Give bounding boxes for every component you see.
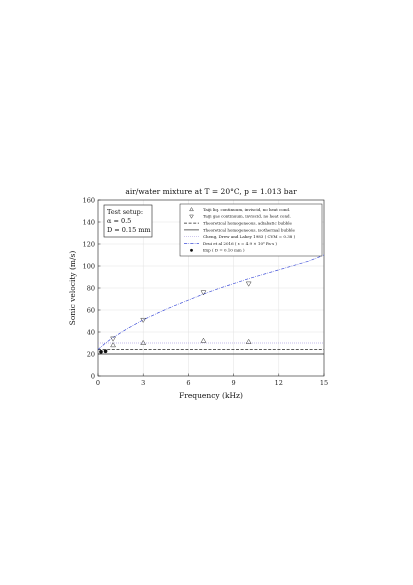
legend-item-3: Theoretical homogeneous, isothermal bubb… xyxy=(184,227,295,232)
legend-item-0: Taiji liq. continuum, inviscid, no heat … xyxy=(189,206,290,212)
x-tick-label: 0 xyxy=(96,379,100,387)
y-tick-label: 100 xyxy=(83,262,95,270)
legend-item-4: Cheng, Drew and Lahey 1983 ( CVM = 0.38 … xyxy=(184,234,296,239)
legend-label: Theoretical homogeneous, isothermal bubb… xyxy=(203,227,295,232)
data-point-s0-0 xyxy=(110,342,116,348)
data-point-s1-2 xyxy=(200,290,207,296)
legend-label: Cheng, Drew and Lahey 1983 ( CVM = 0.38 … xyxy=(203,234,296,239)
setup-box-frame xyxy=(103,204,153,238)
y-tick-label: 20 xyxy=(87,350,95,358)
data-point-s0-3 xyxy=(245,338,252,344)
data-point-s0-2 xyxy=(200,337,207,343)
legend-label: Taiji gas continuum, inviscid, no heat c… xyxy=(203,214,291,219)
data-point-s1-0 xyxy=(110,336,116,342)
data-point-s0-1 xyxy=(140,339,147,345)
y-tick-label: 0 xyxy=(91,372,95,380)
legend-item-1: Taiji gas continuum, inviscid, no heat c… xyxy=(189,214,291,219)
legend-marker xyxy=(189,206,194,212)
chart-title: air/water mixture at T = 20°C, p = 1.013… xyxy=(125,187,297,196)
data-point-s6-1 xyxy=(103,349,108,354)
legend-label: Taiji liq. continuum, inviscid, no heat … xyxy=(203,207,290,212)
setup-line-alpha: α = 0.5 xyxy=(107,217,131,225)
x-tick-label: 12 xyxy=(275,379,283,387)
x-axis: 0 3 6 9 12 15 xyxy=(96,373,328,387)
y-tick-label: 120 xyxy=(83,240,95,248)
x-tick-label: 15 xyxy=(320,379,328,387)
y-tick-label: 60 xyxy=(87,306,95,314)
series-line-5 xyxy=(97,254,325,350)
data-point-s1-3 xyxy=(245,281,252,287)
x-tick-label: 9 xyxy=(232,379,236,387)
x-tick-label: 6 xyxy=(186,379,190,387)
y-tick-label: 140 xyxy=(83,218,95,226)
setup-heading: Test setup: xyxy=(107,208,143,216)
setup-line-diameter: D = 0.15 mm xyxy=(107,226,151,234)
legend-marker xyxy=(190,248,193,252)
data-point-s6-0 xyxy=(99,349,103,354)
legend-label: Drui et al 2016 ( ε = 4.9 × 10³ Pa·s ) xyxy=(203,241,277,246)
x-tick-label: 3 xyxy=(141,379,145,387)
series-layer xyxy=(97,254,325,355)
data-point-s1-1 xyxy=(140,317,147,324)
y-tick-label: 80 xyxy=(87,284,95,292)
y-axis: 0 20 40 60 80 100 120 140 160 xyxy=(83,196,101,380)
legend-label: Theoretical homogeneous, adiabatic bubbl… xyxy=(203,221,292,226)
setup-box: Test setup: α = 0.5 D = 0.15 mm xyxy=(103,204,153,238)
legend-item-6: Exp ( D = 0.10 mm ) xyxy=(190,248,245,253)
y-tick-label: 160 xyxy=(83,196,95,204)
legend-marker xyxy=(189,214,194,219)
x-axis-label: Frequency (kHz) xyxy=(179,391,243,400)
y-tick-label: 40 xyxy=(87,328,95,336)
y-axis-label: Sonic velocity (m/s) xyxy=(68,251,77,326)
legend-item-2: Theoretical homogeneous, adiabatic bubbl… xyxy=(184,221,292,226)
legend-frame xyxy=(179,203,323,257)
legend: Taiji liq. continuum, inviscid, no heat … xyxy=(179,203,323,257)
legend-label: Exp ( D = 0.10 mm ) xyxy=(203,248,245,253)
legend-item-5: Drui et al 2016 ( ε = 4.9 × 10³ Pa·s ) xyxy=(184,241,277,246)
